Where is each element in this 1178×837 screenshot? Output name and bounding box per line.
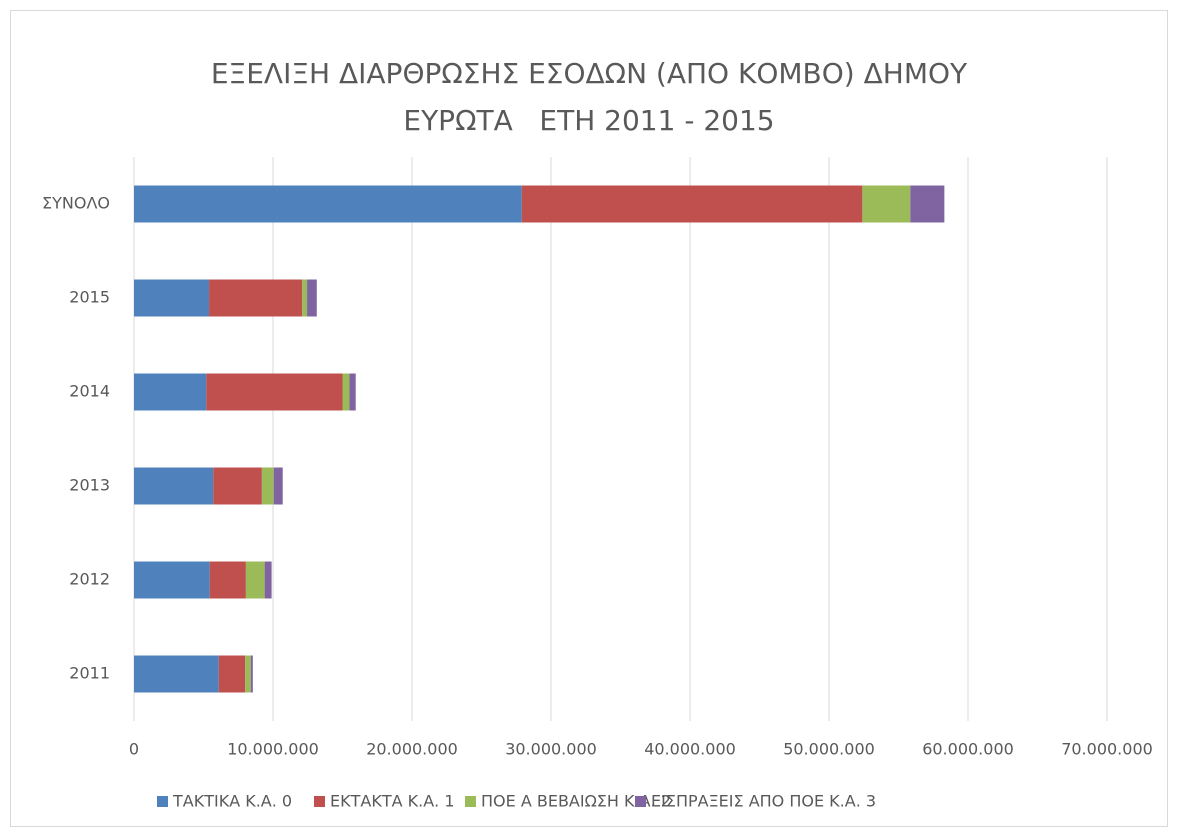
x-tick-label: 70.000.000: [1061, 740, 1153, 759]
legend-swatch: [635, 796, 646, 807]
bar-segment: [245, 655, 251, 693]
bar-segment: [209, 279, 303, 317]
x-tick-label: 40.000.000: [644, 740, 736, 759]
bar-segment: [342, 373, 350, 411]
legend-label: ΕΙΣΠΡΑΞΕΙΣ ΑΠΟ ΠΟΕ Κ.Α. 3: [651, 792, 876, 811]
x-tick-label: 30.000.000: [505, 740, 597, 759]
bar-segment: [302, 279, 308, 317]
bar-segment: [218, 655, 246, 693]
x-tick-label: 20.000.000: [366, 740, 458, 759]
bar-segment: [250, 655, 253, 693]
bar-segment: [349, 373, 356, 411]
y-tick-label: 2012: [69, 570, 110, 589]
legend-swatch: [314, 796, 325, 807]
bar-segment: [273, 467, 283, 505]
bar-segment: [307, 279, 317, 317]
bar-segment: [134, 467, 214, 505]
legend-swatch: [465, 796, 476, 807]
bar-segment: [206, 373, 343, 411]
bar-segment: [862, 185, 911, 223]
bar-segment: [134, 561, 210, 599]
y-tick-label: 2015: [69, 288, 110, 307]
y-tick-label: 2013: [69, 476, 110, 495]
x-tick-label: 10.000.000: [227, 740, 319, 759]
bar-segment: [134, 185, 522, 223]
bar-segment: [261, 467, 274, 505]
bar-segment: [264, 561, 272, 599]
y-tick-label: ΣΥΝΟΛΟ: [42, 194, 110, 213]
legend-label: ΠΟΕ Α ΒΕΒΑΙΩΣΗ Κ.Α. 2: [481, 792, 671, 811]
bar-segment: [245, 561, 265, 599]
bar-segment: [209, 561, 246, 599]
legend-label: ΕΚΤΑΚΤΑ Κ.Α. 1: [330, 792, 455, 811]
legend-label: ΤΑΚΤΙΚΑ Κ.Α. 0: [172, 792, 292, 811]
x-tick-label: 0: [129, 740, 139, 759]
bar-segment: [213, 467, 262, 505]
chart-title: ΕΞΕΛΙΞΗ ΔΙΑΡΘΡΩΣΗΣ ΕΣΟΔΩΝ (ΑΠΟ ΚΟΜΒΟ) ΔΗ…: [211, 57, 968, 90]
y-tick-label: 2011: [69, 664, 110, 683]
bar-segment: [910, 185, 945, 223]
bar-segment: [134, 279, 210, 317]
chart-title: ΕΥΡΩΤΑ ΕΤΗ 2011 - 2015: [403, 104, 774, 137]
legend-swatch: [157, 796, 168, 807]
bar-segment: [134, 655, 219, 693]
bar-segment: [521, 185, 863, 223]
x-tick-label: 50.000.000: [783, 740, 875, 759]
bar-segment: [134, 373, 207, 411]
x-tick-label: 60.000.000: [922, 740, 1014, 759]
y-tick-label: 2014: [69, 382, 110, 401]
